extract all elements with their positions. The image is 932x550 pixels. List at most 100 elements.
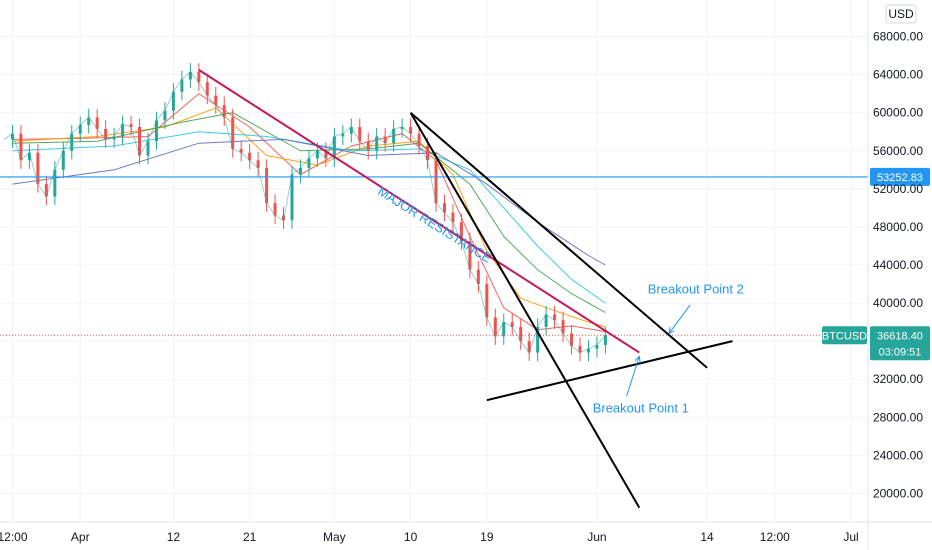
price-tick-label: 56000.00 (873, 144, 923, 158)
candle-body (358, 126, 362, 142)
candle-body (10, 133, 14, 140)
candle-body (61, 150, 65, 170)
candle-body (19, 133, 23, 161)
breakout-point-1-arrow[interactable] (626, 356, 640, 397)
major-resistance-line[interactable] (198, 69, 640, 354)
candle-body (409, 126, 413, 134)
candle-body (502, 322, 506, 337)
time-tick-label: 14 (700, 530, 714, 544)
price-line (3, 71, 606, 354)
countdown-label: 03:09:51 (879, 346, 922, 358)
candle-body (154, 120, 158, 142)
candle-body (290, 174, 294, 221)
candle-body (256, 160, 260, 168)
candle-body (53, 169, 57, 197)
steep-descending-line[interactable] (409, 112, 641, 509)
candle-body (510, 322, 514, 327)
level-price-label: 53252.83 (877, 172, 923, 184)
candle-body (171, 91, 175, 111)
candle-body (392, 128, 396, 144)
moving-average-line (12, 112, 606, 314)
candle-body (121, 124, 125, 137)
candle-body (180, 79, 184, 92)
candle-body (307, 158, 311, 168)
candle-body (468, 241, 472, 270)
price-tick-label: 52000.00 (873, 182, 923, 196)
breakout-point-2-label[interactable]: Breakout Point 2 (648, 282, 744, 297)
candle-body (273, 203, 277, 216)
level-price-badge (870, 167, 930, 186)
candle-body (586, 348, 590, 353)
symbol-badge (822, 326, 867, 345)
candle-body (527, 341, 531, 353)
symbol-label: BTCUSD (822, 330, 867, 342)
candle-body (265, 167, 269, 204)
candle-body (315, 150, 319, 159)
price-tick-label: 44000.00 (873, 258, 923, 272)
candle-body (570, 333, 574, 346)
price-axis: 53252.83 68000.00 64000.00 60000.00 56000.00… (822, 0, 930, 550)
candle-body (544, 314, 548, 327)
candle-body (222, 105, 226, 118)
candle-body (595, 344, 599, 349)
time-tick-label: Jul (843, 530, 858, 544)
candle-body (239, 148, 243, 153)
price-tick-label: 64000.00 (873, 68, 923, 82)
breakout-point-1-label[interactable]: Breakout Point 1 (593, 401, 689, 416)
candle-body (205, 82, 209, 96)
price-tick-label: 68000.00 (873, 30, 923, 44)
candle-body (87, 117, 91, 126)
candle-body (104, 128, 108, 140)
time-tick-label: 21 (243, 530, 257, 544)
time-tick-label: Apr (71, 530, 90, 544)
horizontal-level-layer (0, 176, 868, 336)
candle-body (112, 136, 116, 140)
time-tick-label: 12:00 (760, 530, 790, 544)
price-tick-label: 24000.00 (873, 448, 923, 462)
price-tick-label: 40000.00 (873, 296, 923, 310)
candle-body (27, 152, 31, 161)
moving-average-line (12, 138, 606, 266)
price-tick-label: 60000.00 (873, 106, 923, 120)
candle-body (459, 222, 463, 242)
candle-body (231, 117, 235, 149)
candle-body (476, 269, 480, 285)
currency-badge[interactable] (885, 4, 917, 24)
candle-body (324, 150, 328, 159)
candle-body (434, 160, 438, 204)
candle-body (44, 184, 48, 197)
candle-body (485, 284, 489, 318)
candle-body (36, 152, 40, 185)
candle-body (451, 212, 455, 223)
candle-body (375, 136, 379, 151)
time-tick-label: Jun (587, 530, 606, 544)
time-tick-label: 10 (404, 530, 418, 544)
candle-body (332, 136, 336, 159)
time-axis: 12:00 Apr 12 21 May 10 19 Jun 14 12:00 Jul (0, 521, 932, 544)
time-tick-label: 12:00 (0, 530, 28, 544)
candle-body (95, 117, 99, 129)
candle-body (341, 133, 345, 137)
candle-body (578, 345, 582, 353)
breakout-point-2-arrow[interactable] (669, 304, 691, 334)
price-tick-label: 20000.00 (873, 486, 923, 500)
candle-body (78, 125, 82, 134)
time-tick-label: 12 (167, 530, 181, 544)
support-line[interactable] (486, 340, 733, 402)
upper-descending-line[interactable] (409, 111, 708, 369)
currency-label: USD (888, 7, 914, 21)
candle-body (248, 152, 252, 161)
candle-body (129, 124, 133, 127)
trendlines-layer (198, 69, 733, 509)
candle-body (146, 141, 150, 156)
price-series-layer (3, 63, 607, 362)
candle-body (426, 146, 430, 161)
time-tick-label: 19 (480, 530, 494, 544)
candle-body (519, 326, 523, 342)
candle-body (197, 71, 201, 83)
candle-body (214, 95, 218, 106)
candle-body (383, 136, 387, 144)
